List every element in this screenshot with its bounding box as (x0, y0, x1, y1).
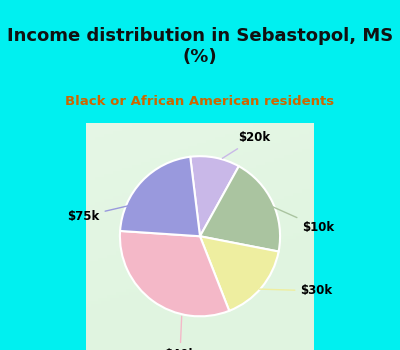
Text: $40k: $40k (164, 316, 196, 350)
Wedge shape (120, 231, 229, 316)
Text: $20k: $20k (222, 132, 271, 158)
Text: $30k: $30k (259, 284, 332, 298)
Wedge shape (200, 236, 279, 311)
Wedge shape (120, 157, 200, 236)
Text: Income distribution in Sebastopol, MS
(%): Income distribution in Sebastopol, MS (%… (7, 27, 393, 66)
Text: $10k: $10k (270, 205, 334, 234)
Wedge shape (200, 166, 280, 252)
Text: Black or African American residents: Black or African American residents (66, 95, 334, 108)
Text: $75k: $75k (67, 204, 136, 223)
Wedge shape (190, 156, 239, 236)
